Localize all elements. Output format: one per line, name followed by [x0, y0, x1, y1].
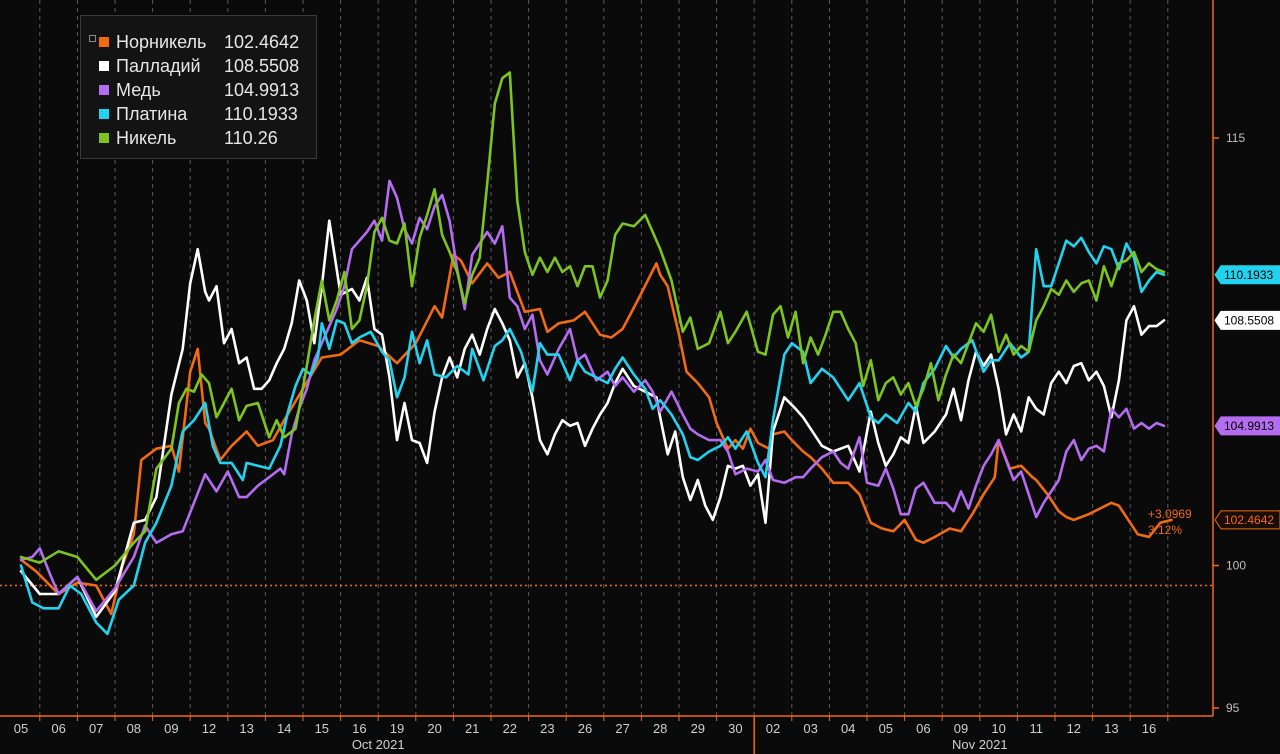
legend-swatch [99, 37, 109, 47]
x-tick-label: 11 [1029, 721, 1043, 736]
x-tick-label: 06 [916, 721, 930, 736]
legend-swatch [99, 61, 109, 71]
x-tick-label: 16 [1142, 721, 1156, 736]
x-tick-label: 16 [352, 721, 366, 736]
x-tick-label: 08 [127, 721, 141, 736]
legend-name: Медь [116, 80, 161, 100]
legend: Норникель 102.4642 Палладий 108.5508 Мед… [80, 15, 317, 159]
x-tick-label: 19 [390, 721, 404, 736]
x-tick-label: 12 [1067, 721, 1081, 736]
x-tick-label: 04 [841, 721, 855, 736]
x-tick-label: 15 [315, 721, 329, 736]
x-tick-label: 02 [766, 721, 780, 736]
legend-swatch [99, 109, 109, 119]
y-tick-label: 95 [1226, 701, 1240, 715]
x-tick-label: 26 [578, 721, 592, 736]
legend-swatch [99, 85, 109, 95]
legend-name: Никель [116, 128, 177, 148]
y-tick-label: 115 [1226, 131, 1245, 145]
legend-value: 102.4642 [224, 32, 300, 52]
x-tick-label: 30 [728, 721, 742, 736]
series-lines [19, 71, 1173, 636]
value-tag [1214, 510, 1280, 530]
x-tick-label: 20 [427, 721, 441, 736]
x-tick-label: 23 [540, 721, 554, 736]
grid [0, 0, 1213, 716]
legend-value: 108.5508 [224, 56, 300, 76]
x-tick-label: 27 [615, 721, 629, 736]
value-tag-label: 110.1933 [1224, 268, 1273, 282]
x-tick-label: 29 [691, 721, 705, 736]
legend-collapse-toggle[interactable] [89, 35, 96, 42]
legend-name: Норникель [116, 32, 207, 52]
x-tick-label: 22 [503, 721, 517, 736]
series-line [19, 71, 1166, 582]
value-tag [1214, 416, 1280, 436]
x-tick-label: 13 [239, 721, 253, 736]
legend-name: Палладий [116, 56, 201, 76]
legend-value: 110.1933 [224, 104, 298, 124]
legend-name: Платина [116, 104, 188, 124]
x-tick-label: 03 [803, 721, 817, 736]
change-annotation: 3.12% [1148, 523, 1182, 537]
x-tick-label: 13 [1104, 721, 1118, 736]
series-line [19, 236, 1166, 636]
month-label: Nov 2021 [952, 737, 1008, 752]
legend-value: 110.26 [224, 128, 278, 148]
value-tag [1214, 265, 1280, 285]
x-tick-label: 05 [879, 721, 893, 736]
x-tick-label: 10 [991, 721, 1005, 736]
legend-item[interactable]: Палладий 108.5508 [99, 54, 309, 78]
legend-value: 104.9913 [224, 80, 300, 100]
x-tick-label: 21 [465, 721, 479, 736]
legend-item[interactable]: Платина 110.1933 [99, 102, 309, 126]
series-line [19, 179, 1166, 613]
legend-swatch [99, 133, 109, 143]
x-tick-label: 09 [954, 721, 968, 736]
x-tick-label: 14 [277, 721, 291, 736]
value-tag [1214, 310, 1280, 330]
x-tick-label: 06 [51, 721, 65, 736]
x-tick-label: 28 [653, 721, 667, 736]
value-tag-label: 108.5508 [1224, 313, 1274, 327]
value-tag-label: 102.4642 [1224, 513, 1274, 527]
x-tick-label: 07 [89, 721, 103, 736]
value-tag-label: 104.9913 [1224, 419, 1274, 433]
legend-item[interactable]: Норникель 102.4642 [99, 30, 309, 54]
x-tick-label: 09 [164, 721, 178, 736]
series-line [19, 219, 1166, 619]
legend-item[interactable]: Никель 110.26 [99, 126, 309, 150]
month-label: Oct 2021 [352, 737, 405, 752]
y-tick-label: 100 [1226, 559, 1246, 573]
x-tick-label: 05 [14, 721, 28, 736]
legend-item[interactable]: Медь 104.9913 [99, 78, 309, 102]
change-annotation: +3.0969 [1148, 507, 1192, 521]
x-tick-label: 12 [202, 721, 216, 736]
